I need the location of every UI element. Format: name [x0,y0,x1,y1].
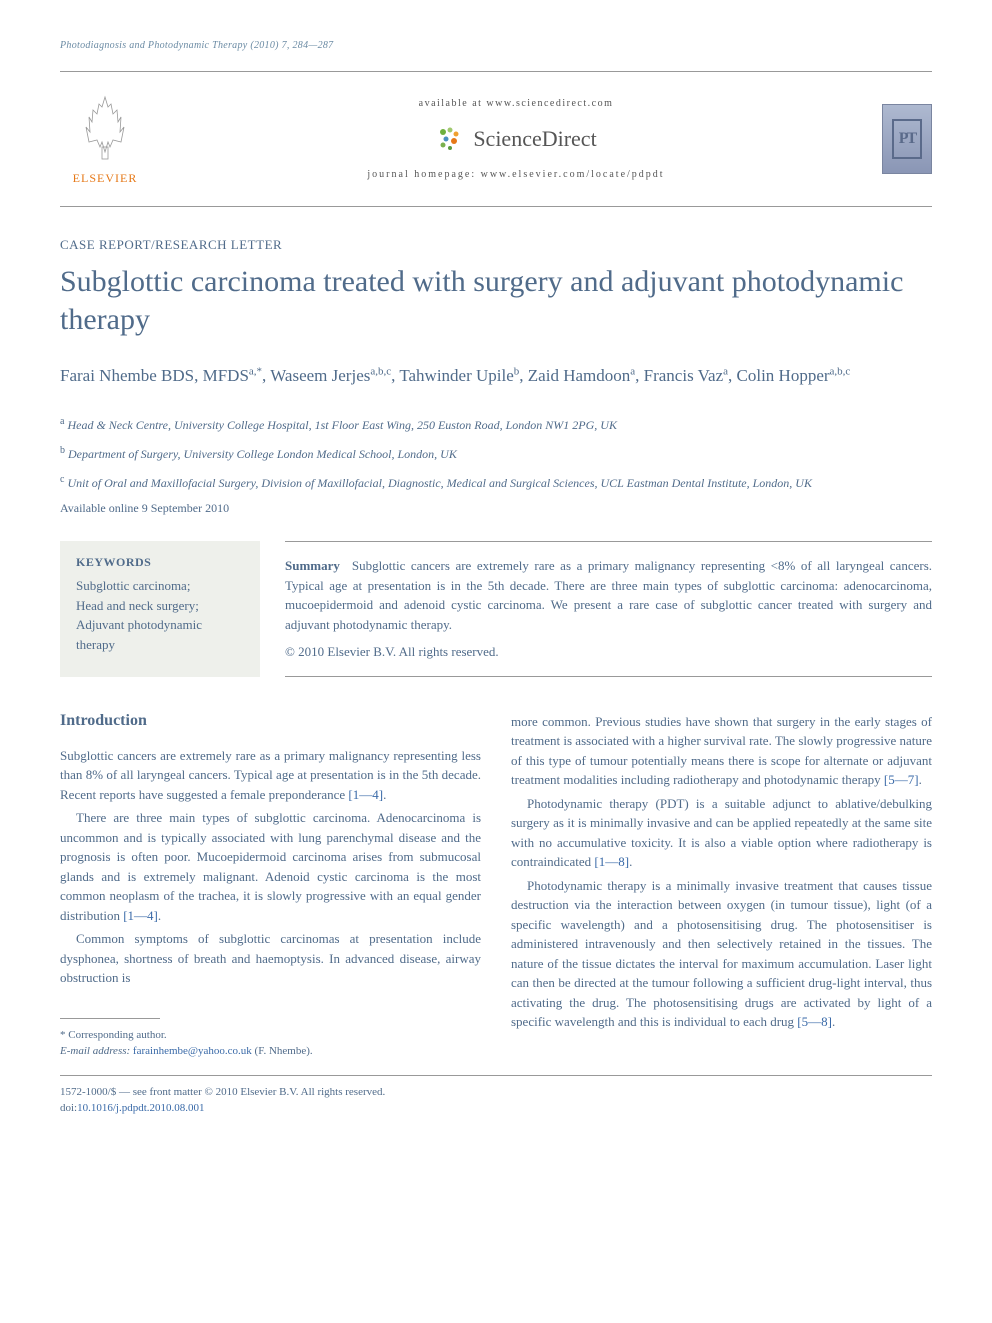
doi-label: doi: [60,1102,77,1114]
article-title: Subglottic carcinoma treated with surger… [60,263,932,338]
corresponding-author-note: * Corresponding author. [60,1027,481,1044]
paragraph: Subglottic cancers are extremely rare as… [60,746,481,805]
email-link[interactable]: farainhembe@yahoo.co.uk [133,1045,252,1057]
paragraph: Photodynamic therapy is a minimally inva… [511,876,932,1032]
sciencedirect-icon [435,124,465,154]
journal-cover-thumb: PT [882,104,932,174]
email-name: (F. Nhembe). [255,1045,313,1057]
available-at-text: available at www.sciencedirect.com [150,98,882,109]
summary-heading: Summary [285,558,340,573]
keywords-list: Subglottic carcinoma; Head and neck surg… [76,576,244,654]
sciencedirect-logo: ScienceDirect [150,124,882,154]
email-label: E-mail address: [60,1045,130,1057]
paragraph: Common symptoms of subglottic carcinomas… [60,929,481,988]
paragraph: There are three main types of subglottic… [60,808,481,925]
paragraph: more common. Previous studies have shown… [511,712,932,790]
elsevier-logo: ELSEVIER [60,92,150,186]
issn-copyright: 1572-1000/$ — see front matter © 2010 El… [60,1084,932,1101]
running-head: Photodiagnosis and Photodynamic Therapy … [60,40,932,51]
affiliations: a Head & Neck Centre, University College… [60,414,932,494]
elsevier-tree-icon [75,92,135,162]
left-column: Introduction Subglottic cancers are extr… [60,712,481,1060]
summary-box: SummarySubglottic cancers are extremely … [285,541,932,677]
footer-rule [60,1075,932,1076]
section-heading-introduction: Introduction [60,712,481,730]
keywords-box: KEYWORDS Subglottic carcinoma; Head and … [60,541,260,677]
elsevier-wordmark: ELSEVIER [60,171,150,186]
article-type: CASE REPORT/RESEARCH LETTER [60,237,932,253]
corresponding-email: E-mail address: farainhembe@yahoo.co.uk … [60,1043,481,1060]
affiliation: b Department of Surgery, University Coll… [60,443,932,464]
sciencedirect-text: ScienceDirect [473,126,596,152]
paragraph: Photodynamic therapy (PDT) is a suitable… [511,794,932,872]
available-online-date: Available online 9 September 2010 [60,501,932,516]
journal-homepage-text: journal homepage: www.elsevier.com/locat… [150,169,882,180]
journal-cover-initials: PT [892,119,922,159]
summary-text: Subglottic cancers are extremely rare as… [285,558,932,632]
author-list: Farai Nhembe BDS, MFDSa,*, Waseem Jerjes… [60,363,932,389]
summary-copyright: © 2010 Elsevier B.V. All rights reserved… [285,642,932,662]
right-column: more common. Previous studies have shown… [511,712,932,1060]
body-columns: Introduction Subglottic cancers are extr… [60,712,932,1060]
doi-link[interactable]: 10.1016/j.pdpdt.2010.08.001 [77,1102,204,1114]
masthead: ELSEVIER available at www.sciencedirect.… [60,71,932,207]
abstract-container: KEYWORDS Subglottic carcinoma; Head and … [60,541,932,677]
affiliation: a Head & Neck Centre, University College… [60,414,932,435]
footnote-separator [60,1018,160,1019]
doi-line: doi:10.1016/j.pdpdt.2010.08.001 [60,1100,932,1117]
keywords-heading: KEYWORDS [76,555,244,570]
affiliation: c Unit of Oral and Maxillofacial Surgery… [60,472,932,493]
